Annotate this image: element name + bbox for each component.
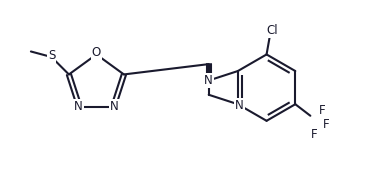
Text: N: N bbox=[235, 99, 244, 112]
Text: N: N bbox=[204, 74, 213, 87]
Text: F: F bbox=[323, 118, 330, 131]
Text: N: N bbox=[74, 100, 83, 113]
Text: S: S bbox=[48, 49, 55, 62]
Text: O: O bbox=[92, 46, 101, 59]
Text: F: F bbox=[319, 104, 326, 117]
Text: F: F bbox=[310, 128, 317, 141]
Text: N: N bbox=[110, 100, 119, 113]
Text: Cl: Cl bbox=[267, 24, 278, 37]
